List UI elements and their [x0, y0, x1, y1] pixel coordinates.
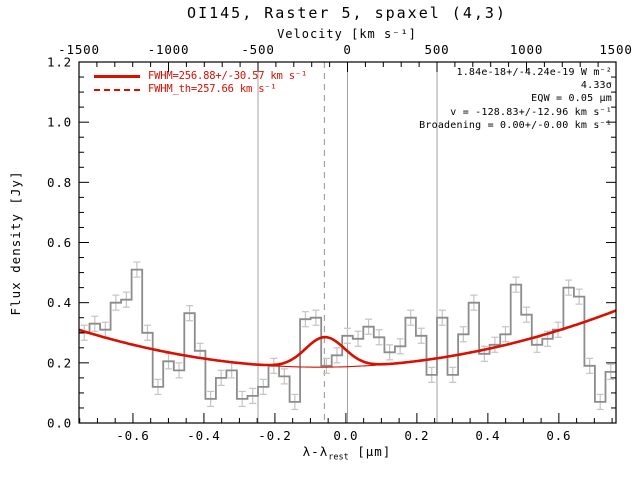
x-axis-tick-label: -0.4 [187, 428, 220, 443]
legend: FWHM=256.88+/-30.57 km s⁻¹ FWHM_th=257.6… [94, 70, 307, 96]
y-axis-tick-label: 0.6 [47, 235, 72, 250]
equivalent-width: EQW = 0.05 μm [531, 93, 612, 105]
x-axis-label-sub: rest [328, 452, 349, 463]
x-axis-tick-label: 0.2 [404, 428, 429, 443]
broadening-value: Broadening = 0.00+/-0.00 km s⁻¹ [419, 119, 612, 131]
x-axis-label: λ-λrest [μm] [78, 444, 616, 463]
y-axis-tick-label: 0.4 [47, 295, 72, 310]
x-axis-tick-label: 0.4 [475, 428, 500, 443]
legend-row-fwhm: FWHM=256.88+/-30.57 km s⁻¹ [94, 70, 307, 83]
top-axis-tick-label: 1500 [599, 42, 632, 57]
top-axis-tick-label: 500 [425, 42, 450, 57]
y-axis-tick-label: 0.8 [47, 175, 72, 190]
x-axis-label-unit: [μm] [348, 444, 392, 459]
spectrum-step-curve [79, 268, 616, 403]
top-axis-tick-label: -1000 [148, 42, 190, 57]
plot-title: OI145, Raster 5, spaxel (4,3) [187, 4, 507, 22]
detection-significance: 4.33σ [580, 80, 612, 92]
x-axis-tick-label: 0.0 [333, 428, 358, 443]
y-axis-tick-label: 0.0 [47, 416, 72, 431]
legend-fwhm-label: FWHM=256.88+/-30.57 km s⁻¹ [148, 70, 308, 82]
line-flux-value: 1.84e-18+/-4.24e-19 W m⁻² [456, 67, 612, 78]
top-axis-tick-label: 1000 [510, 42, 543, 57]
x-axis-tick-label: -0.6 [116, 428, 149, 443]
legend-row-fwhm-th: FWHM_th=257.66 km s⁻¹ [94, 83, 307, 96]
y-axis-tick-label: 0.2 [47, 355, 72, 370]
legend-fwhm-th-label: FWHM_th=257.66 km s⁻¹ [148, 83, 277, 95]
fitted-velocity: v = -128.83+/-12.96 km s⁻¹ [450, 106, 612, 118]
legend-solid-line-icon [94, 75, 140, 78]
y-axis-tick-label: 1.0 [47, 115, 72, 130]
x-axis-tick-label: -0.2 [258, 428, 291, 443]
legend-dashed-line-icon [94, 88, 140, 91]
top-axis-tick-label: -1500 [58, 42, 100, 57]
fit-results: 1.84e-18+/-4.24e-19 W m⁻² 4.33σ EQW = 0.… [419, 66, 612, 132]
line-fit-curve [78, 309, 617, 367]
top-axis-tick-label: -500 [241, 42, 274, 57]
y-axis-tick-label: 1.2 [47, 55, 72, 70]
top-axis-tick-label: 0 [343, 42, 351, 57]
top-axis-label: Velocity [km s⁻¹] [277, 27, 417, 41]
x-axis-tick-label: 0.6 [546, 428, 571, 443]
x-axis-label-main: λ-λ [302, 444, 329, 459]
